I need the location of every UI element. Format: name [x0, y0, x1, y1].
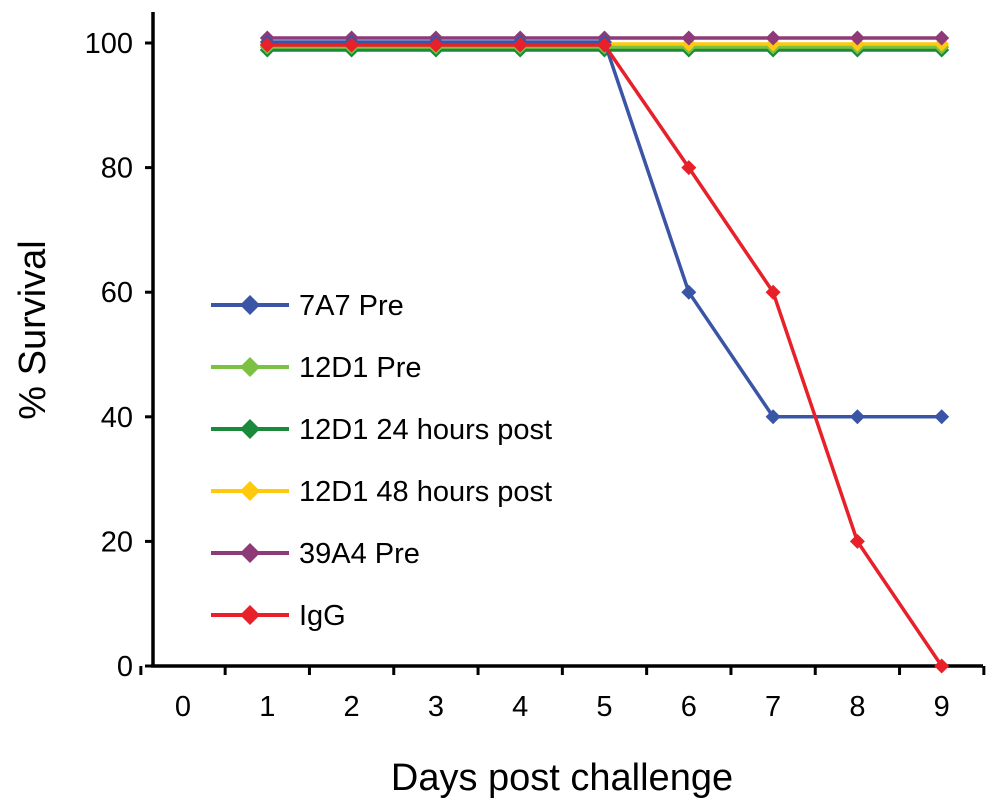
y-tick-label: 0 [117, 651, 133, 683]
x-ticks: 0 1 2 3 4 5 6 7 8 9 [139, 666, 986, 723]
data-point [512, 37, 528, 53]
y-tick-label: 60 [101, 277, 133, 309]
data-point [259, 37, 275, 53]
y-tick-label: 20 [101, 526, 133, 558]
legend-label: 12D1 Pre [299, 352, 422, 384]
x-tick-label: 3 [428, 691, 444, 723]
data-point [934, 658, 950, 674]
data-point [849, 409, 865, 425]
legend-item: 12D1 Pre [211, 352, 422, 384]
data-point [681, 30, 697, 46]
data-point [765, 284, 781, 300]
legend-label: 12D1 24 hours post [299, 414, 552, 446]
legend: 7A7 Pre 12D1 Pre 12D1 24 hours post 12D1 48… [211, 290, 552, 632]
legend-swatch-marker [240, 605, 260, 625]
y-ticks: 0 20 40 60 80 100 [85, 28, 153, 683]
data-point [597, 37, 612, 53]
data-point [849, 533, 865, 549]
data-point [681, 160, 697, 176]
data-point [428, 37, 444, 53]
data-point [765, 30, 781, 46]
legend-item: 12D1 48 hours post [211, 476, 552, 508]
y-tick-label: 100 [85, 28, 133, 60]
data-point [681, 284, 697, 300]
y-tick-label: 40 [101, 402, 133, 434]
legend-item: IgG [211, 600, 346, 632]
legend-swatch-marker [240, 419, 260, 439]
legend-swatch-marker [240, 357, 260, 377]
legend-item: 7A7 Pre [211, 290, 404, 322]
data-point [934, 409, 950, 425]
legend-item: 12D1 24 hours post [211, 414, 552, 446]
x-axis-title: Days post challenge [391, 757, 733, 799]
x-tick-label: 4 [512, 691, 528, 723]
legend-item: 39A4 Pre [211, 538, 420, 570]
data-point [934, 30, 950, 46]
x-tick-label: 0 [175, 691, 191, 723]
legend-label: IgG [299, 600, 346, 632]
legend-label: 7A7 Pre [299, 290, 404, 322]
legend-label: 39A4 Pre [299, 538, 420, 570]
legend-label: 12D1 48 hours post [299, 476, 552, 508]
x-tick-label: 7 [765, 691, 781, 723]
axes [151, 12, 983, 668]
x-tick-label: 9 [934, 691, 950, 723]
x-tick-label: 1 [259, 691, 275, 723]
x-tick-label: 8 [849, 691, 865, 723]
legend-swatch-marker [240, 481, 260, 501]
series-igg [259, 37, 950, 674]
data-point [344, 37, 360, 53]
x-tick-label: 2 [344, 691, 360, 723]
y-tick-label: 80 [101, 153, 133, 185]
plot-area [259, 30, 950, 674]
x-tick-label: 6 [681, 691, 697, 723]
data-point [849, 30, 865, 46]
legend-swatch-marker [240, 295, 260, 315]
x-tick-label: 5 [596, 691, 612, 723]
data-point [765, 409, 781, 425]
legend-swatch-marker [240, 543, 260, 563]
y-axis-title: % Survival [12, 240, 54, 420]
